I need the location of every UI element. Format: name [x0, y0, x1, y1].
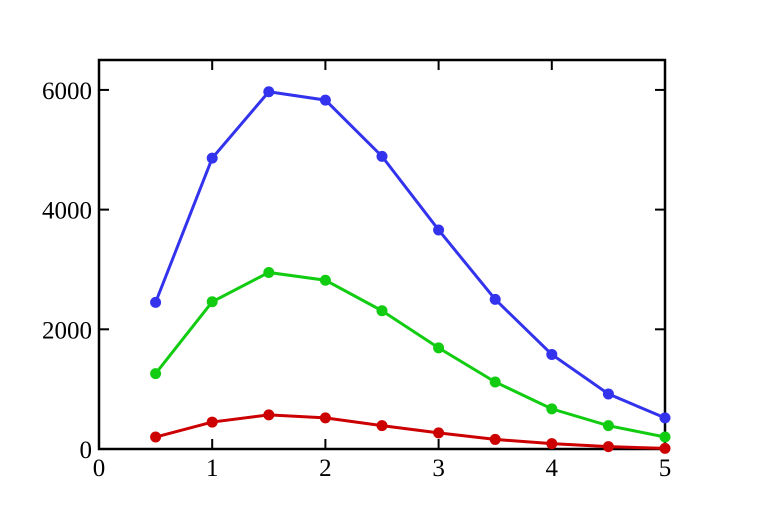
x-tick-label: 3 [432, 455, 445, 482]
data-point [659, 442, 671, 454]
y-tick-label: 6000 [42, 78, 92, 105]
data-point [489, 376, 501, 388]
data-point [546, 348, 558, 360]
data-point [376, 150, 388, 162]
data-point [376, 420, 388, 432]
data-point [150, 431, 162, 443]
data-point [433, 224, 445, 236]
data-point [319, 94, 331, 106]
y-tick-label: 4000 [42, 198, 92, 225]
data-point [376, 305, 388, 317]
data-point [150, 296, 162, 308]
x-tick-label: 0 [93, 455, 106, 482]
data-point [489, 293, 501, 305]
x-tick-label: 2 [319, 455, 332, 482]
series-line [154, 90, 666, 420]
data-point [602, 388, 614, 400]
data-point [319, 274, 331, 286]
y-tick-label: 2000 [42, 317, 92, 344]
x-tick-label: 5 [659, 455, 672, 482]
data-point [433, 427, 445, 439]
data-point [263, 86, 275, 98]
data-point [602, 420, 614, 432]
data-point [263, 266, 275, 278]
data-point [206, 296, 218, 308]
series-line [154, 270, 666, 439]
data-point [489, 433, 501, 445]
y-tick-label: 0 [80, 437, 93, 464]
series-line [155, 413, 666, 450]
plot-frame [97, 58, 667, 451]
x-tick-label: 1 [206, 455, 219, 482]
data-point [602, 441, 614, 453]
data-point [433, 342, 445, 354]
data-point [206, 152, 218, 164]
data-point [546, 403, 558, 415]
data-point [659, 412, 671, 424]
data-point [150, 368, 162, 380]
data-point [319, 412, 331, 424]
x-tick-label: 4 [546, 455, 559, 482]
data-point [263, 409, 275, 421]
data-point [546, 438, 558, 450]
data-point [659, 431, 671, 443]
data-point [206, 416, 218, 428]
